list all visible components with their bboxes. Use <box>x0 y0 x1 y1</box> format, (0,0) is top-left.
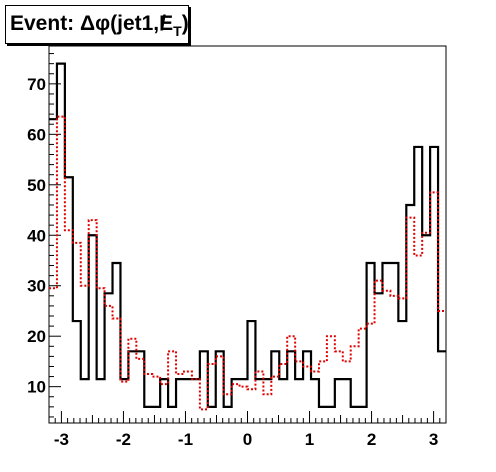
chart-title: Event: Δφ(jet1,E / T) <box>10 12 189 39</box>
missing-et-symbol: E / <box>159 12 174 35</box>
x-tick-label: 2 <box>367 430 376 449</box>
title-suffix: ) <box>181 12 189 35</box>
x-tick-label: -3 <box>54 430 69 449</box>
y-tick-label: 70 <box>27 75 46 94</box>
axes: -3 -2 -1 0 1 2 3 10 20 30 40 50 60 70 <box>27 53 447 449</box>
title-subscript: T <box>173 23 182 39</box>
series-layer <box>49 62 446 411</box>
histogram-series-solid <box>49 62 446 408</box>
y-tick-label: 60 <box>27 125 46 144</box>
title-prefix: Event: Δφ(jet1, <box>10 12 160 35</box>
y-tick-label: 20 <box>27 327 46 346</box>
missing-et-slash: / <box>160 12 166 35</box>
x-tick-label: 1 <box>305 430 314 449</box>
y-tick-label: 30 <box>27 277 46 296</box>
x-tick-label: -2 <box>116 430 131 449</box>
chart-title-box: Event: Δφ(jet1,E / T) <box>5 5 189 44</box>
x-tick-label: 0 <box>243 430 252 449</box>
y-tick-label: 10 <box>27 378 46 397</box>
x-tick-label: -1 <box>178 430 193 449</box>
y-tick-label: 40 <box>27 226 46 245</box>
x-tick-label: 3 <box>429 430 438 449</box>
histogram-series-dotted <box>49 115 446 411</box>
y-tick-label: 50 <box>27 176 46 195</box>
